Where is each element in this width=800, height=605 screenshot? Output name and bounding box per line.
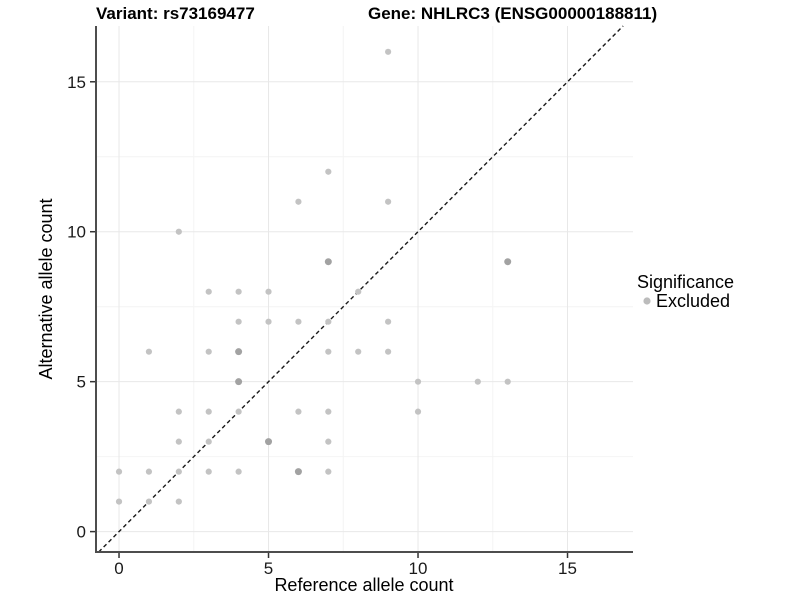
data-point [235,408,242,415]
legend-key-dot [643,297,651,305]
data-point [474,378,481,385]
data-point [265,288,272,295]
data-point [355,288,362,295]
data-point [175,498,182,505]
data-point [324,258,332,266]
data-point [385,198,392,205]
legend: Significance Excluded [637,272,734,311]
gridlines [96,26,633,552]
data-point [295,198,302,205]
data-point [355,348,362,355]
axes: 0 5 10 15 0 5 10 15 [67,26,633,578]
data-point [145,498,153,505]
x-tick-label: 15 [558,559,577,578]
data-point [325,468,332,475]
data-point [325,408,332,415]
data-point [145,348,153,355]
data-point [235,348,243,356]
data-point [265,318,272,325]
y-tick-label: 5 [77,373,86,392]
y-axis-title: Alternative allele count [36,198,56,379]
data-point [115,498,123,505]
data-point [115,468,123,475]
x-tick-label: 0 [114,559,123,578]
data-point [385,348,392,355]
data-point [325,318,332,325]
data-point [385,48,392,55]
data-point [235,468,242,475]
data-point [265,438,273,446]
data-point [235,378,243,386]
y-tick-label: 0 [77,523,86,542]
data-point [325,438,332,445]
data-point [175,438,182,445]
data-point [295,318,302,325]
data-point [325,348,332,355]
data-point [175,408,182,415]
data-point [205,288,212,295]
legend-title: Significance [637,272,734,292]
data-point [205,468,212,475]
data-point [235,288,242,295]
y-tick-label: 10 [67,223,86,242]
legend-item-label: Excluded [656,291,730,311]
data-point [504,258,512,266]
identity-line [98,25,624,553]
y-tick-label: 15 [67,73,86,92]
data-point [145,468,153,475]
data-point [175,228,182,235]
data-point [414,408,422,415]
data-point [414,378,422,385]
data-point [205,348,212,355]
data-point [295,408,302,415]
data-point [175,468,182,475]
plot-title-gene: Gene: NHLRC3 (ENSG00000188811) [368,4,657,23]
data-point [504,378,511,385]
data-point [205,438,212,445]
x-axis-title: Reference allele count [274,575,453,595]
data-point [205,408,212,415]
x-tick-label: 10 [409,559,428,578]
data-point [294,468,302,476]
plot-title-variant: Variant: rs73169477 [96,4,255,23]
x-tick-label: 5 [264,559,273,578]
data-point [235,318,242,325]
data-point [325,168,332,175]
data-point [385,318,392,325]
data-points [115,48,512,505]
